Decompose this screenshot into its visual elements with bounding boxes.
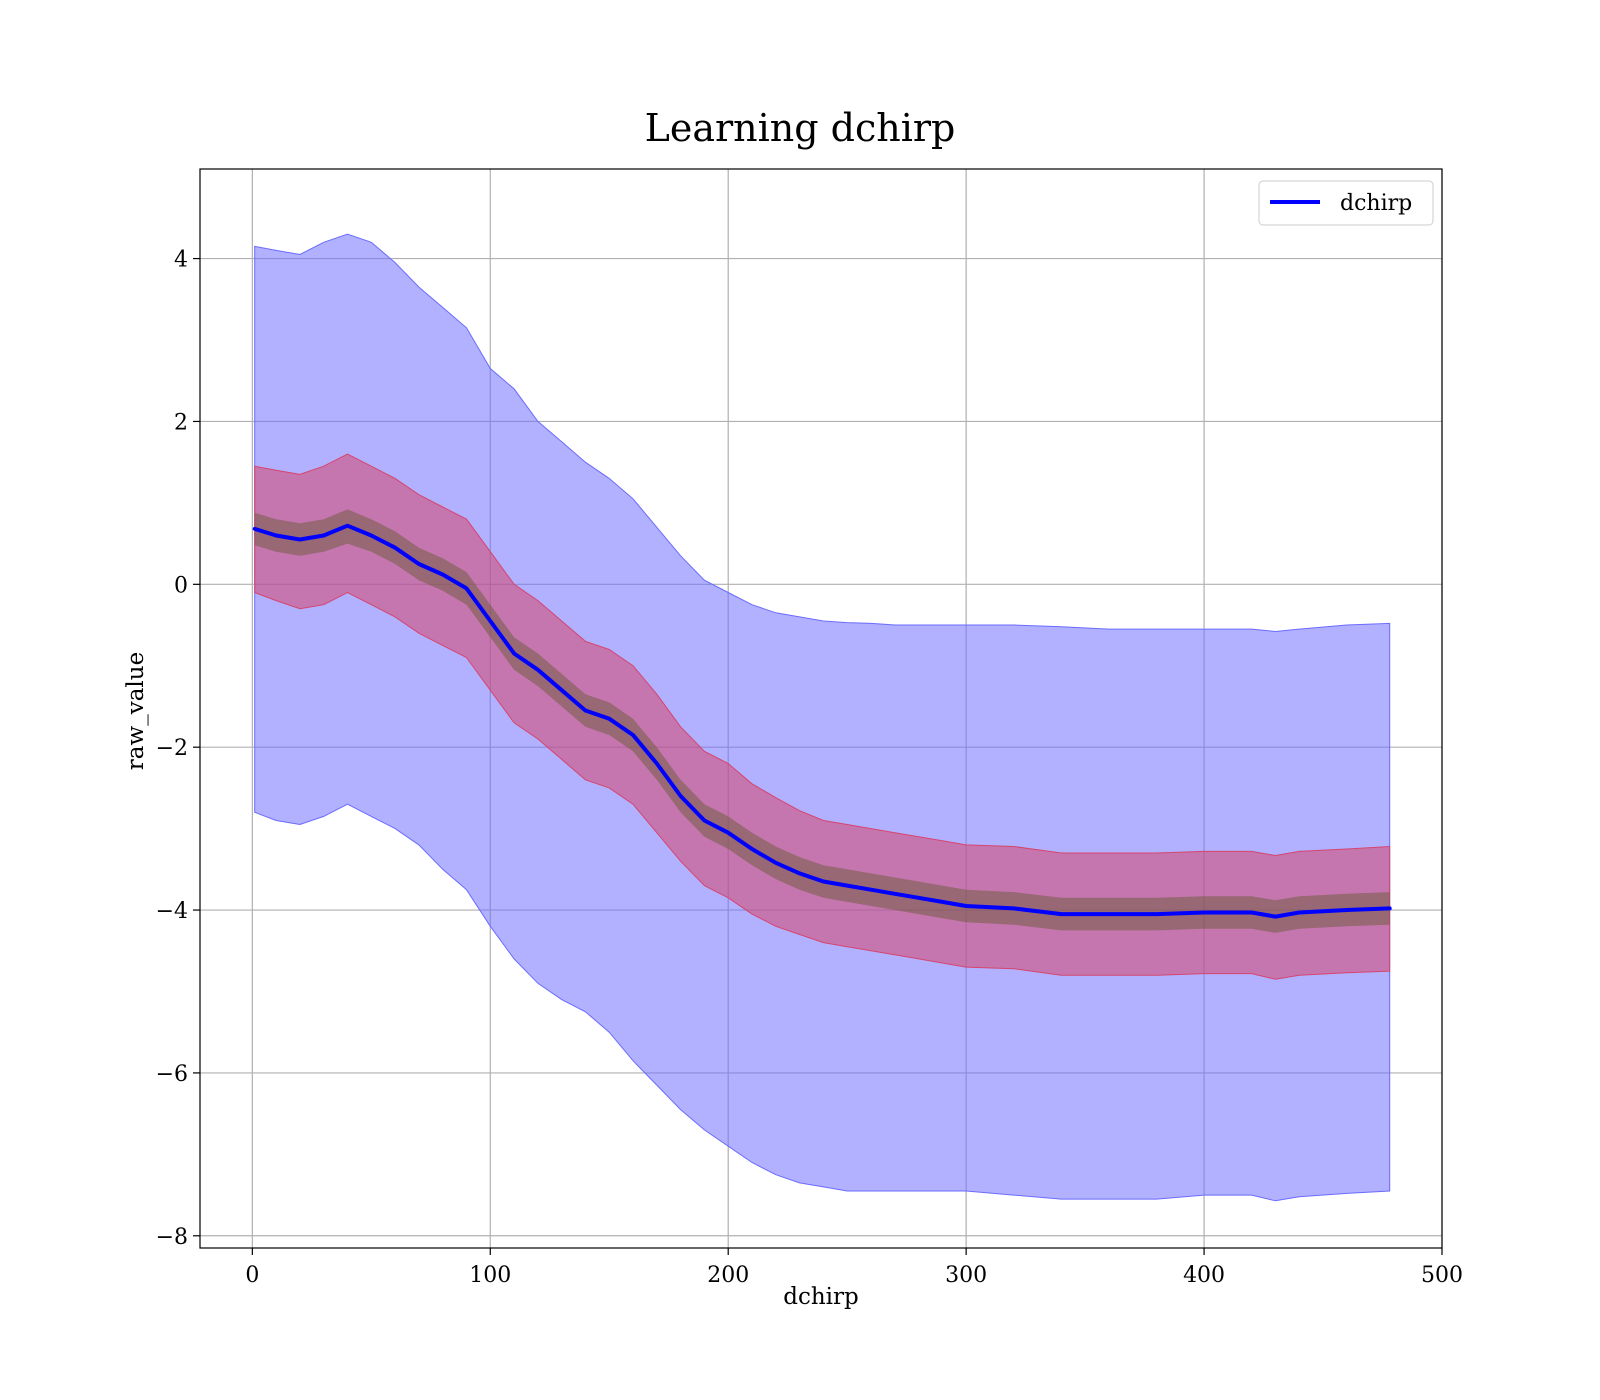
y-tick-label: 4	[174, 248, 188, 273]
legend-frame	[1258, 180, 1434, 226]
legend: dchirp	[1258, 180, 1434, 226]
x-tick-label: 100	[469, 1263, 511, 1288]
series-lines	[252, 523, 1392, 919]
y-tick-label: −6	[156, 1062, 188, 1087]
chart-title: Learning dchirp	[645, 106, 956, 150]
y-axis-label: raw_value	[123, 652, 149, 770]
plot-frame	[199, 168, 1443, 1249]
ticks: 0 100 200 300 400 500 −8 −6 −4 −2 0 2 4	[156, 248, 1463, 1288]
x-tick-label: 200	[707, 1263, 749, 1288]
y-tick-label: −4	[156, 899, 188, 924]
y-tick-label: 0	[174, 573, 188, 598]
x-tick-label: 400	[1183, 1263, 1225, 1288]
bands	[254, 233, 1391, 1202]
x-tick-label: 0	[245, 1263, 259, 1288]
x-axis-label: dchirp	[783, 1284, 859, 1310]
y-tick-label: −2	[156, 736, 188, 761]
y-tick-label: −8	[156, 1225, 188, 1250]
x-tick-label: 500	[1421, 1263, 1463, 1288]
series-line-dchirp	[252, 523, 1392, 919]
x-tick-label: 300	[945, 1263, 987, 1288]
legend-label: dchirp	[1340, 191, 1412, 216]
y-tick-label: 2	[174, 410, 188, 435]
